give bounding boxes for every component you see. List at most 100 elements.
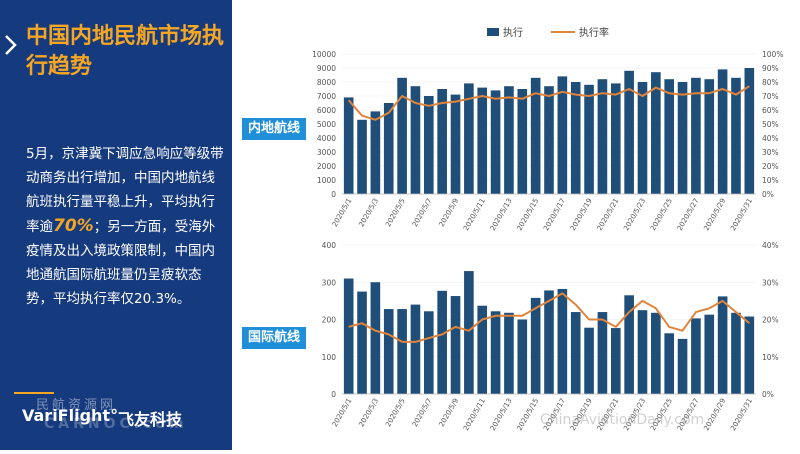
x-tick-label: 2020/5/25 <box>649 197 674 232</box>
legend: 执行 执行率 <box>487 26 609 39</box>
bar <box>397 309 407 394</box>
x-tick-label: 2020/5/19 <box>569 197 594 232</box>
x-tick-label: 2020/5/3 <box>357 397 380 428</box>
bar <box>357 120 367 194</box>
bar <box>544 86 554 194</box>
bar <box>517 320 527 395</box>
y-tick-left: 3000 <box>317 148 336 157</box>
y-tick-left: 8000 <box>317 78 336 87</box>
bar <box>531 298 541 394</box>
bar <box>477 88 487 194</box>
x-tick-label: 2020/5/1 <box>331 197 354 228</box>
y-tick-right: 20% <box>762 162 779 171</box>
bar <box>384 103 394 194</box>
x-tick-label: 2020/5/1 <box>331 397 354 428</box>
y-tick-right: 20% <box>762 316 779 325</box>
y-tick-left: 9000 <box>317 64 336 73</box>
bar <box>558 289 568 394</box>
legend-line-label: 执行率 <box>579 26 609 39</box>
x-tick-label: 2020/5/13 <box>489 197 514 232</box>
bar <box>745 317 755 394</box>
y-tick-right: 40% <box>762 134 779 143</box>
bar <box>584 328 594 394</box>
bar <box>571 82 581 194</box>
bar <box>558 76 568 194</box>
bar <box>491 311 501 394</box>
y-tick-right: 100% <box>762 50 783 59</box>
y-tick-right: 70% <box>762 92 779 101</box>
bar <box>464 271 474 394</box>
bar <box>678 82 688 194</box>
bar <box>424 96 434 194</box>
bar <box>371 282 381 394</box>
x-tick-label: 2020/5/31 <box>729 397 754 432</box>
bar <box>384 309 394 394</box>
bar <box>451 95 461 194</box>
x-tick-label: 2020/5/7 <box>411 397 434 428</box>
bar <box>638 310 648 394</box>
bar <box>544 290 554 394</box>
bar <box>664 79 674 194</box>
y-tick-left: 200 <box>322 316 337 325</box>
x-tick-label: 2020/5/9 <box>438 397 461 428</box>
y-tick-left: 4000 <box>317 134 336 143</box>
y-tick-left: 6000 <box>317 106 336 115</box>
bar <box>704 79 714 194</box>
x-tick-label: 2020/5/7 <box>411 197 434 228</box>
bar <box>371 111 381 194</box>
x-tick-label: 2020/5/3 <box>357 197 380 228</box>
bar <box>638 82 648 194</box>
x-tick-label: 2020/5/27 <box>676 197 701 232</box>
x-tick-label: 2020/5/15 <box>515 397 540 432</box>
bar <box>571 312 581 394</box>
y-tick-right: 90% <box>762 64 779 73</box>
watermark-right: ChinaAviationDaily.com <box>540 412 704 428</box>
y-tick-right: 30% <box>762 148 779 157</box>
bar <box>598 79 608 194</box>
bar <box>411 305 421 394</box>
x-tick-label: 2020/5/13 <box>489 397 514 432</box>
bar <box>344 97 354 194</box>
watermark-left: CARNOC.com <box>44 416 188 432</box>
section-label-international: 国际航线 <box>242 327 306 349</box>
bar <box>718 296 728 394</box>
x-tick-label: 2020/5/11 <box>462 197 487 232</box>
bar <box>424 311 434 394</box>
y-tick-right: 80% <box>762 78 779 87</box>
chevron-right-icon <box>4 34 18 56</box>
y-tick-right: 0% <box>762 190 774 199</box>
bar <box>664 333 674 394</box>
x-tick-label: 2020/5/11 <box>462 397 487 432</box>
bar <box>611 328 621 394</box>
y-tick-right: 50% <box>762 120 779 129</box>
bar <box>611 83 621 194</box>
bar <box>504 313 514 394</box>
bar <box>691 78 701 194</box>
chart-0: 0100020003000400050006000700080009000100… <box>312 50 783 232</box>
y-tick-left: 1000 <box>317 176 336 185</box>
bar <box>691 318 701 394</box>
bar <box>731 313 741 394</box>
y-tick-right: 40% <box>762 241 779 250</box>
y-tick-left: 5000 <box>317 120 336 129</box>
x-tick-label: 2020/5/29 <box>702 197 727 232</box>
legend-bar-label: 执行 <box>503 26 523 39</box>
y-tick-right: 10% <box>762 353 779 362</box>
logo: 民航资源网 VariFlight° 飞友科技 CARNOC.com <box>14 392 224 436</box>
legend-bar-swatch <box>487 28 499 36</box>
x-tick-label: 2020/5/17 <box>542 197 567 232</box>
description-highlight: 70% <box>53 216 94 236</box>
bar <box>504 86 514 194</box>
bar <box>344 279 354 394</box>
charts-svg: 执行执行率01000200030004000500060007000800090… <box>232 0 800 450</box>
section-label-domestic: 内地航线 <box>242 118 306 140</box>
bar <box>357 292 367 394</box>
description: 5月，京津冀下调应急响应等级带动商务出行增加，中国内地航线航班执行量平稳上升，平… <box>26 142 226 311</box>
bar <box>437 291 447 394</box>
left-panel: 中国内地民航市场执行趋势 5月，京津冀下调应急响应等级带动商务出行增加，中国内地… <box>0 0 232 450</box>
bar <box>491 90 501 194</box>
y-tick-left: 2000 <box>317 162 336 171</box>
y-tick-right: 30% <box>762 278 779 287</box>
x-tick-label: 2020/5/5 <box>384 197 407 228</box>
